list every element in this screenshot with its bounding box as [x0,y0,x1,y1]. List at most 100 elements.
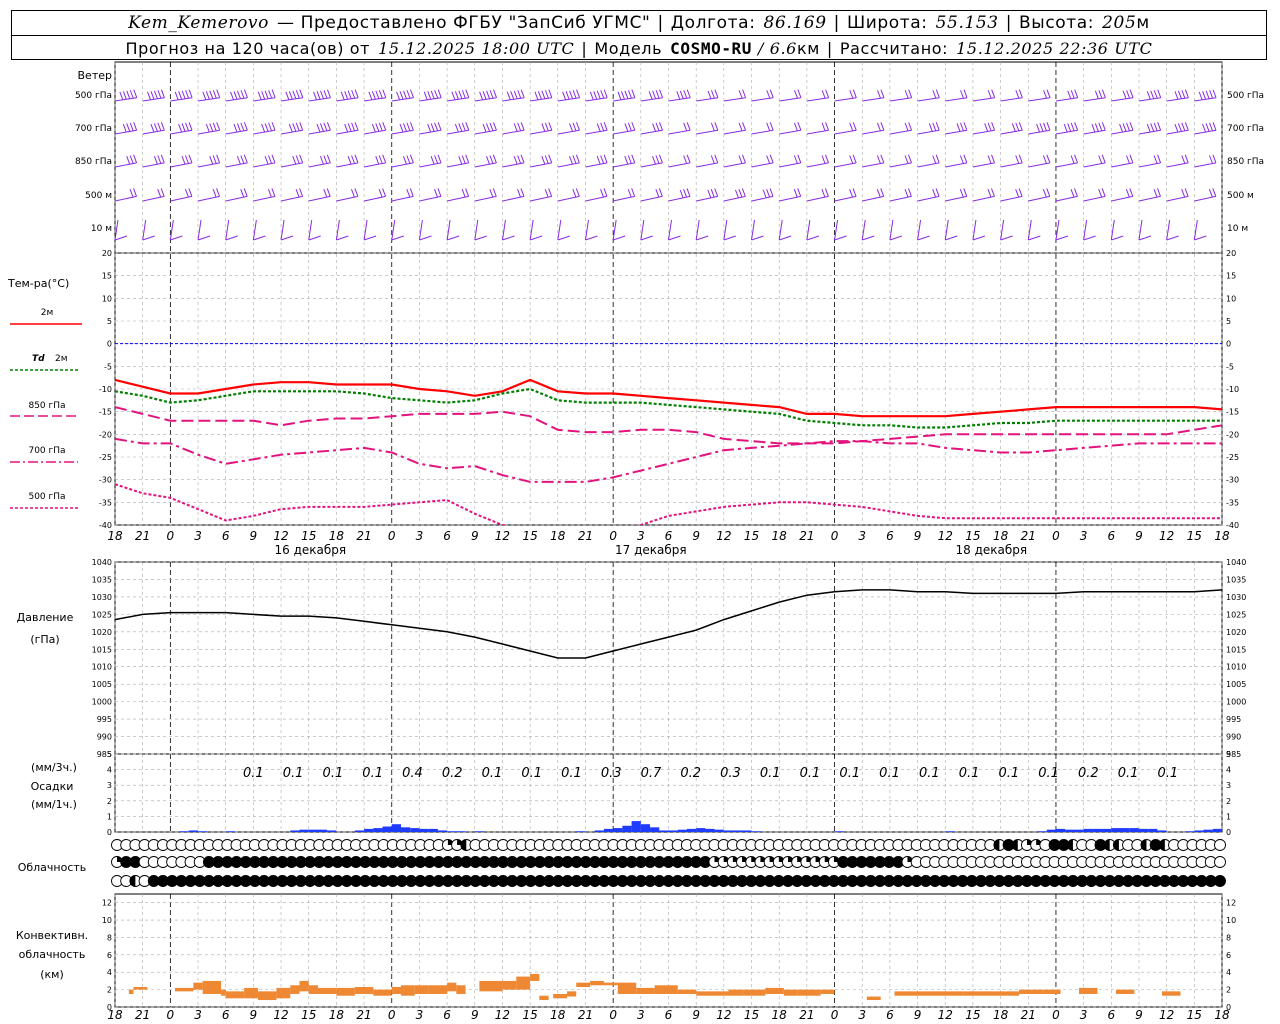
barb-feather [683,90,688,99]
barb-staff [751,195,774,202]
wind-barb [474,154,497,168]
barb-flag [280,235,294,241]
barb-feather [655,90,660,99]
barb-feather [1212,89,1217,98]
hour-tick-temp: 3 [194,529,202,543]
barb-feather [240,90,245,99]
barb-staff [557,195,580,202]
barb-staff [917,162,940,168]
barb-staff [474,219,479,241]
barb-feather [129,155,134,164]
barb-feather [652,123,657,132]
barb-feather [1018,122,1023,131]
cloud-half [129,875,136,887]
barb-feather [655,155,660,164]
wind-barb [253,89,276,102]
convective-bar [336,987,355,996]
pressure-ytick-right: 1005 [1226,680,1246,689]
barb-feather [576,122,580,131]
pressure-ytick-left: 1035 [92,575,112,584]
provider-text: — Предоставлено ФГБУ "ЗапСиб УГМС" [276,13,651,33]
barb-flag [1138,235,1152,241]
wind-barb [751,122,774,135]
wind-barb [447,89,470,102]
barb-feather [1036,123,1041,133]
wind-barb [474,122,497,135]
wind-barb [1194,122,1217,135]
barb-feather [880,188,885,197]
wind-barb [364,89,387,102]
barb-feather [1074,89,1079,98]
precip-3h-label: 0.1 [760,766,781,781]
temp-ytick-left: -30 [99,476,112,485]
barb-feather [1015,122,1020,132]
barb-feather [959,188,964,198]
wind-barb [613,122,636,135]
barb-feather [292,90,297,99]
barb-feather [378,122,383,132]
barb-feather [205,123,210,133]
precip-3h-label: 0.1 [243,766,264,781]
cloud-symbol [1214,839,1226,851]
barb-feather [1212,154,1217,164]
barb-feather [741,154,746,164]
pressure-ytick-right: 1015 [1226,645,1246,654]
barb-feather [295,155,300,164]
wind-barb [474,188,497,202]
wind-barb [1138,219,1152,241]
barb-feather [150,123,155,133]
barb-staff [1083,162,1106,168]
barb-staff [419,162,442,168]
barb-feather [326,154,331,164]
barb-feather [261,91,266,100]
barb-feather [1070,188,1075,198]
wind-barb [1111,89,1134,102]
barb-feather [1125,188,1130,198]
wind-barb [613,188,636,202]
barb-feather [271,89,276,98]
barb-feather [233,91,238,100]
barb-staff [335,219,340,241]
precip-ytick-right: 3 [1226,781,1231,790]
wind-barb [751,89,774,102]
barb-feather [212,188,217,198]
barb-feather [683,122,688,132]
barb-flag [114,235,128,241]
barb-feather [1015,90,1020,99]
wind-barb [723,122,747,135]
conv-title-2: облачность [19,948,86,961]
barb-feather [904,122,909,132]
barb-staff [1055,97,1078,102]
convective-bar [221,989,226,996]
header-row-forecast: Прогноз на 120 часа(ов) от 15.12.2025 18… [125,38,1153,58]
hour-tick-temp: 21 [135,529,150,543]
barb-staff [889,195,912,202]
barb-flag [806,235,820,241]
barb-feather [1181,155,1186,164]
barb-feather [299,122,304,131]
conv-ytick-left: 10 [102,916,112,925]
barb-feather [489,90,494,99]
barb-staff [751,97,774,102]
barb-staff [779,162,801,168]
wind-barb [336,122,359,135]
precip-bar [317,829,328,832]
barb-flag [308,235,321,241]
hour-tick-temp: 12 [273,529,288,543]
wind-barb [861,219,875,241]
barb-feather [188,188,193,197]
barb-feather [1184,89,1189,98]
barb-flag [917,235,930,241]
wind-barb [170,122,193,135]
barb-feather [627,188,632,198]
barb-feather [351,188,355,198]
wind-barb [917,122,940,135]
barb-staff [1193,219,1198,241]
wind-level-850hpa-right: 850 гПа [1227,157,1264,167]
barb-staff [363,162,386,168]
barb-feather [243,122,248,131]
barb-feather [852,89,857,98]
precip-bar [659,830,669,832]
barb-feather [793,155,798,164]
wind-barb [1055,89,1079,102]
